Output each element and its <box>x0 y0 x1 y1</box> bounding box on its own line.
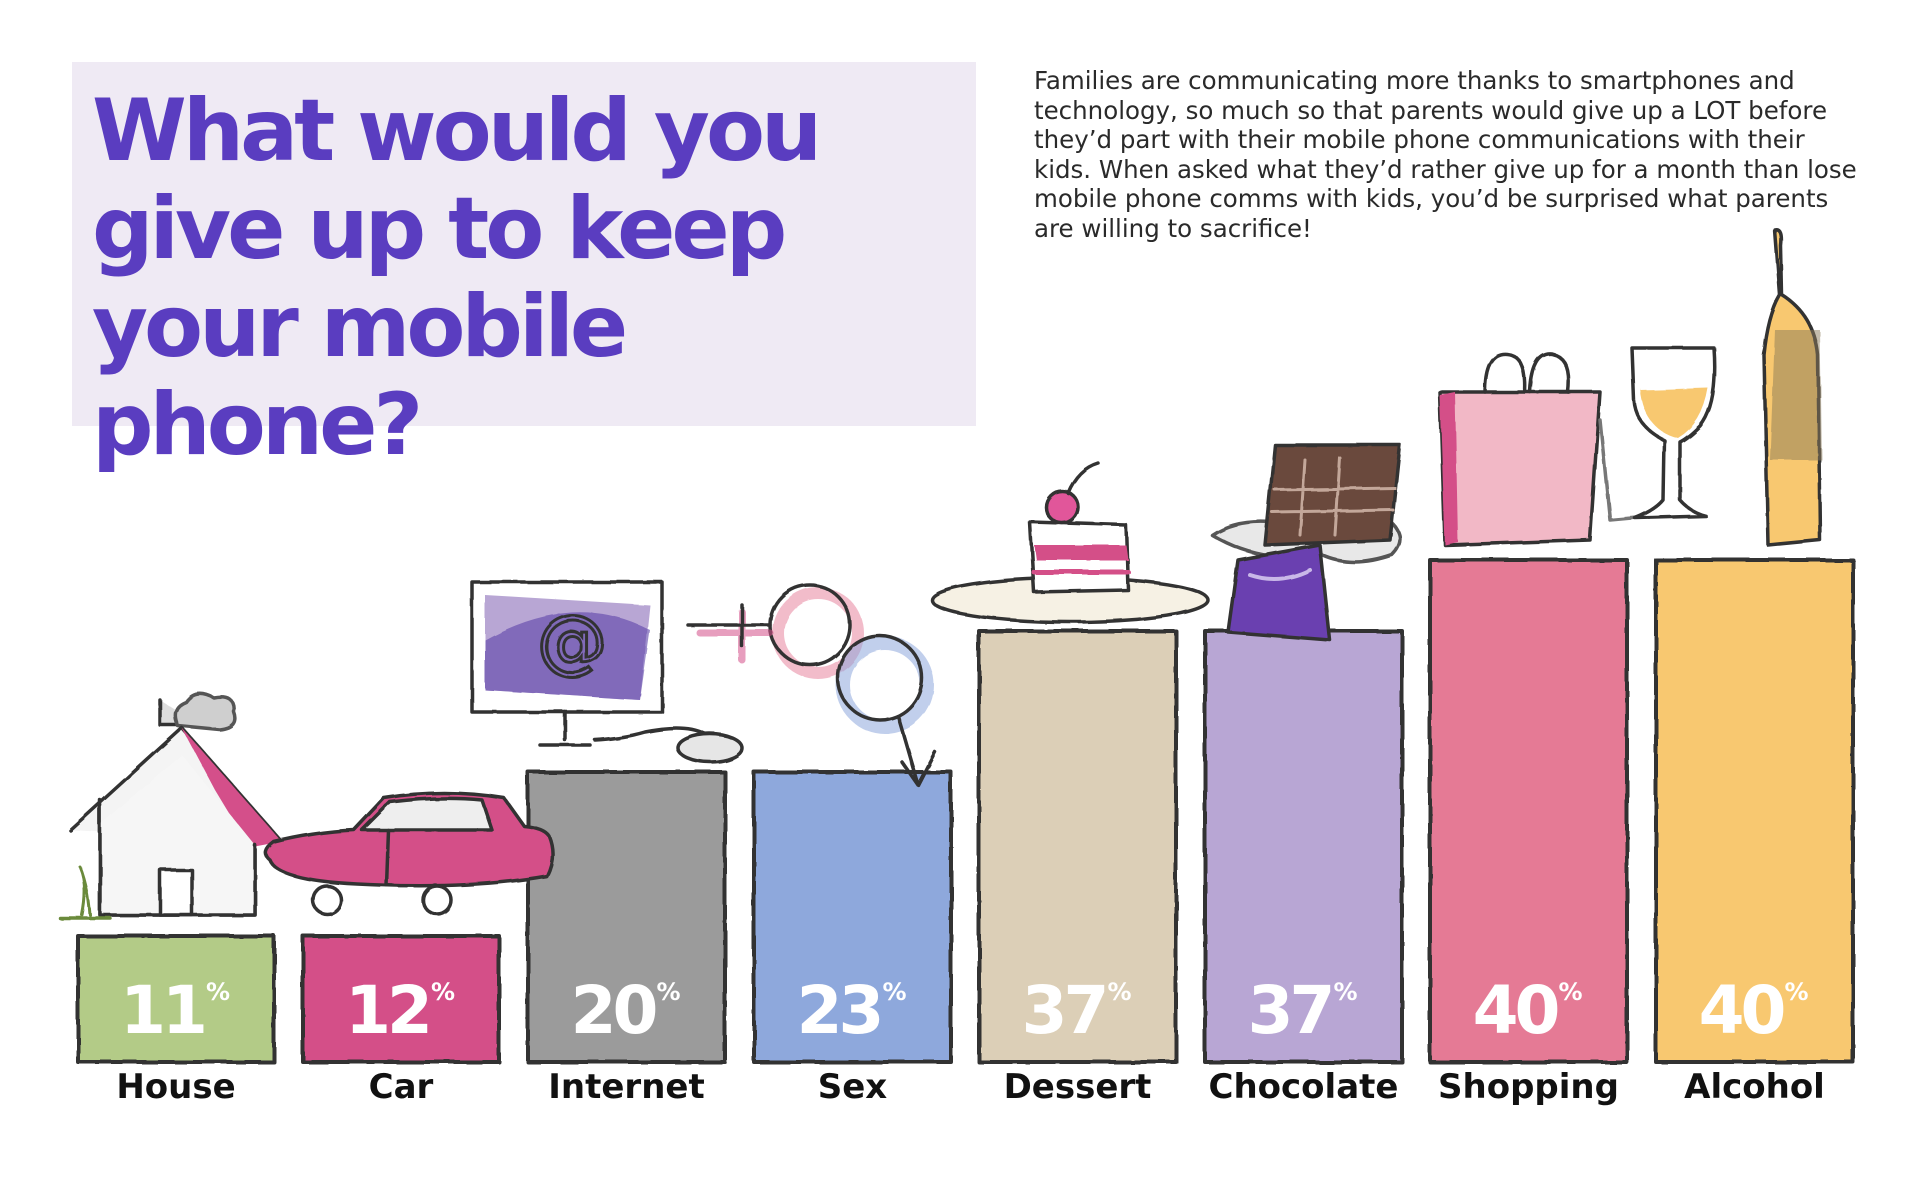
category-label: Shopping <box>1438 1067 1619 1107</box>
category-label: House <box>116 1067 235 1107</box>
percent-sign: % <box>431 978 455 1006</box>
cake-icon <box>930 461 1210 624</box>
shopping-bag-icon <box>1438 352 1667 547</box>
bar-internet <box>526 770 727 1064</box>
bar-value-label: 40 <box>1473 972 1558 1049</box>
bar-shopping <box>1428 558 1629 1064</box>
wine-bottle-glass-icon <box>1630 228 1822 547</box>
bar-house <box>76 934 276 1064</box>
percent-sign: % <box>1333 978 1357 1006</box>
bar-alcohol <box>1654 558 1855 1064</box>
category-label: Car <box>369 1067 434 1107</box>
category-label: Chocolate <box>1209 1067 1399 1107</box>
page-title: What would you give up to keep your mobi… <box>92 81 822 475</box>
bar-chocolate <box>1203 629 1404 1064</box>
percent-sign: % <box>656 978 680 1006</box>
percent-sign: % <box>882 978 906 1006</box>
bar-dessert <box>977 629 1178 1064</box>
computer-icon: @ <box>470 580 744 764</box>
bar-value-label: 20 <box>571 972 656 1049</box>
category-label: Internet <box>548 1067 704 1107</box>
percent-sign: % <box>206 978 230 1006</box>
bar-value-label: 23 <box>797 972 881 1049</box>
bar-value-label: 37 <box>1248 972 1332 1049</box>
bar-sex <box>752 770 953 1064</box>
at-sign-icon: @ <box>537 600 607 682</box>
bar-value-label: 12 <box>345 972 429 1049</box>
gender-symbols-icon <box>686 583 937 787</box>
category-label: Dessert <box>1004 1067 1152 1107</box>
category-label: Alcohol <box>1684 1067 1825 1107</box>
bar-value-label: 11 <box>120 972 204 1049</box>
title-panel <box>72 62 976 426</box>
bar-car <box>301 934 501 1064</box>
percent-sign: % <box>1784 978 1808 1006</box>
car-icon <box>264 791 555 916</box>
bar-value-label: 40 <box>1699 972 1784 1049</box>
bar-value-label: 37 <box>1022 972 1106 1049</box>
category-label: Sex <box>818 1067 888 1107</box>
percent-sign: % <box>1107 978 1131 1006</box>
chocolate-bar-icon <box>1210 443 1402 642</box>
house-icon <box>58 692 284 920</box>
intro-text: Families are communicating more thanks t… <box>1034 66 1857 243</box>
percent-sign: % <box>1558 978 1582 1006</box>
